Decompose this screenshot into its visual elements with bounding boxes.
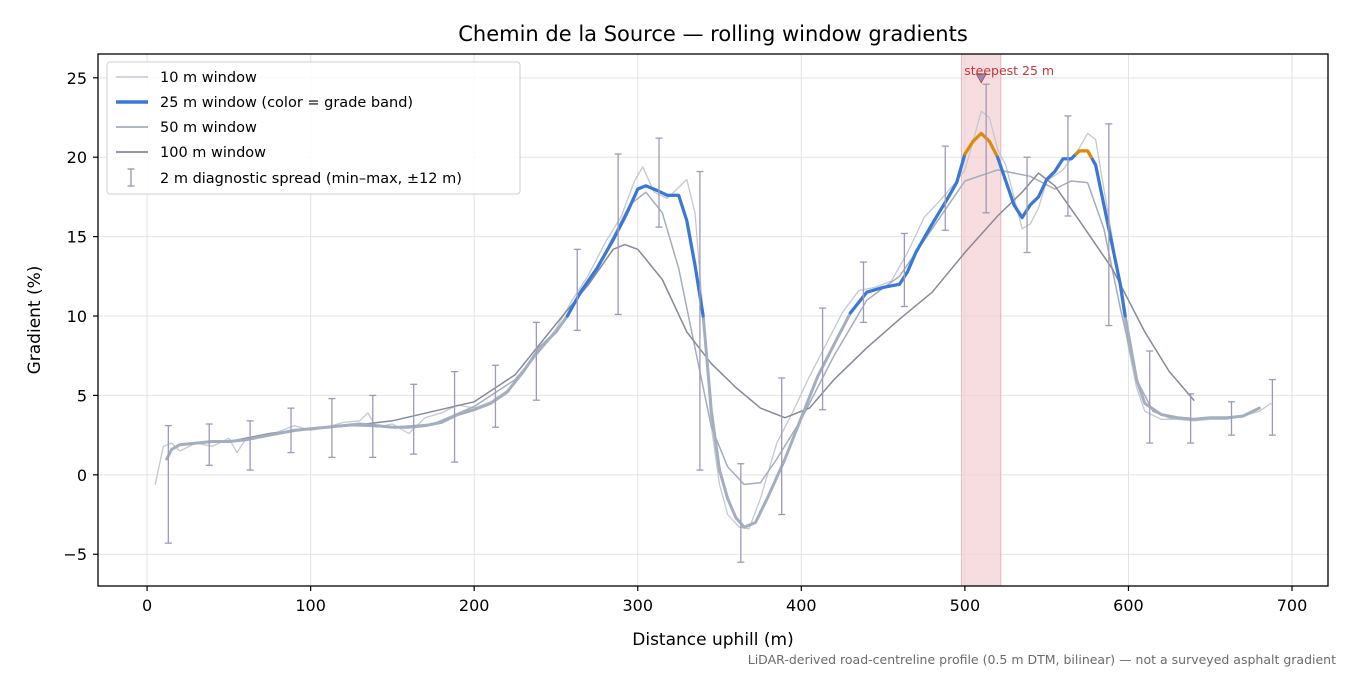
errorbar xyxy=(205,423,213,466)
errorbar-layer xyxy=(164,83,1276,563)
chart-title: Chemin de la Source — rolling window gra… xyxy=(458,22,968,46)
legend-label-10m: 10 m window xyxy=(160,70,257,86)
x-axis-ticks: 0 100 200 300 400 500 600 700 xyxy=(142,586,1307,615)
footnote: LiDAR-derived road-centreline profile (0… xyxy=(748,652,1336,667)
series-10m-window xyxy=(154,110,1272,530)
series-25m-grade-band xyxy=(848,152,967,315)
errorbar xyxy=(573,248,581,331)
errorbar xyxy=(369,394,377,459)
errorbar xyxy=(287,407,295,454)
errorbar xyxy=(491,364,499,428)
legend-label-100m: 100 m window xyxy=(160,145,266,161)
x-tick-label: 700 xyxy=(1277,596,1308,615)
x-tick-label: 200 xyxy=(459,596,490,615)
legend-swatch-errorbar xyxy=(127,168,135,187)
errorbar xyxy=(778,377,786,516)
series-25m-grade-band xyxy=(565,184,705,318)
y-tick-label: 5 xyxy=(77,386,87,405)
x-tick-label: 0 xyxy=(142,596,152,615)
errorbar xyxy=(1064,115,1072,217)
legend-box xyxy=(106,61,521,195)
errorbar xyxy=(982,83,990,214)
errorbar xyxy=(246,420,254,471)
y-tick-label: 10 xyxy=(67,307,87,326)
legend-label-errorbar: 2 m diagnostic spread (min–max, ±12 m) xyxy=(160,171,462,187)
steepest-label: steepest 25 m xyxy=(964,63,1054,78)
errorbar xyxy=(1146,350,1154,444)
series-25m-grade-band xyxy=(1074,149,1095,161)
y-tick-label: 25 xyxy=(67,69,87,88)
y-tick-label: 0 xyxy=(77,466,87,485)
legend-label-25m: 25 m window (color = grade band) xyxy=(160,95,413,111)
errorbar xyxy=(614,153,622,316)
errorbar xyxy=(164,424,172,544)
errorbar xyxy=(900,232,908,308)
errorbar xyxy=(859,261,867,324)
series-25m-grade-band xyxy=(1090,157,1127,318)
x-tick-label: 600 xyxy=(1113,596,1144,615)
annotation-layer: steepest 25 m xyxy=(964,63,1054,84)
y-tick-label: −5 xyxy=(63,545,87,564)
errorbar xyxy=(655,137,663,228)
errorbar xyxy=(532,321,540,401)
y-tick-label: 20 xyxy=(67,148,87,167)
y-axis-ticks: −5 0 5 10 15 20 25 xyxy=(63,69,98,564)
x-tick-label: 300 xyxy=(622,596,653,615)
series-25m-grade-band xyxy=(996,152,1078,220)
errorbar xyxy=(696,170,704,471)
legend: 10 m window 25 m window (color = grade b… xyxy=(106,61,521,195)
legend-label-50m: 50 m window xyxy=(160,120,257,136)
errorbar xyxy=(410,383,418,455)
x-tick-label: 100 xyxy=(295,596,326,615)
errorbar xyxy=(1023,156,1031,254)
errorbar xyxy=(328,397,336,459)
errorbar xyxy=(1227,401,1235,436)
errorbar xyxy=(1105,123,1113,327)
errorbar xyxy=(941,145,949,231)
y-tick-label: 15 xyxy=(67,228,87,247)
errorbar xyxy=(819,307,827,411)
errorbar xyxy=(451,370,459,463)
series-layer xyxy=(154,110,1272,530)
x-tick-label: 500 xyxy=(950,596,981,615)
y-axis-label: Gradient (%) xyxy=(25,266,45,375)
x-tick-label: 400 xyxy=(786,596,817,615)
steepest-marker xyxy=(975,73,987,84)
errorbar xyxy=(1268,378,1276,436)
series-25m-grade-band xyxy=(963,131,1000,159)
x-axis-label: Distance uphill (m) xyxy=(632,630,793,650)
errorbar xyxy=(1187,393,1195,444)
plot-frame xyxy=(97,53,1329,587)
errorbar xyxy=(737,463,745,563)
